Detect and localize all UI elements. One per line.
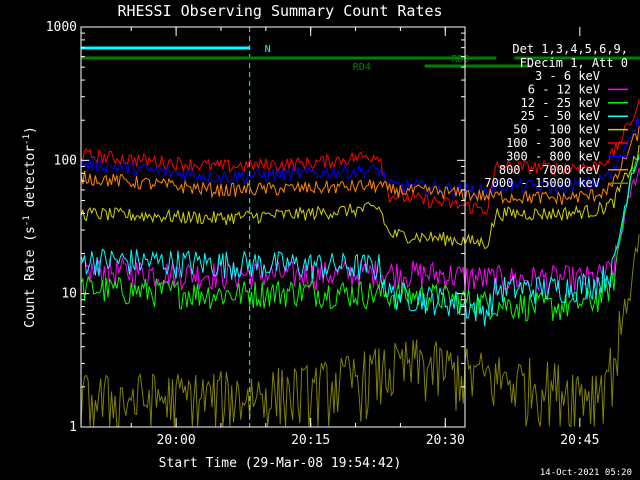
x-tick-label: 20:45 xyxy=(560,433,599,448)
y-tick-label: 10 xyxy=(61,287,77,302)
axis-layer: 110100100020:0020:1520:3020:4521:0021:15… xyxy=(46,20,600,448)
legend-entry-label: 100 - 300 keV xyxy=(506,136,600,150)
legend: Det 1,3,4,5,6,9, FDecim 1, Att 0 3 - 6 k… xyxy=(484,42,628,190)
series-line-0 xyxy=(80,198,640,416)
y-tick-label: 1000 xyxy=(46,20,77,35)
legend-entry-label: 7000 - 15000 keV xyxy=(484,176,600,190)
legend-entry-label: 25 - 50 keV xyxy=(521,109,600,123)
legend-header-line-2: FDecim 1, Att 0 xyxy=(520,56,628,70)
series-line-7 xyxy=(80,125,640,206)
x-tick-label: 20:15 xyxy=(291,433,330,448)
series-line-3 xyxy=(80,156,640,327)
x-tick-label: 20:30 xyxy=(426,433,465,448)
flag-layer: NSRD0RD4 xyxy=(81,27,640,427)
plot-frame xyxy=(80,26,466,428)
legend-entry-label: 800 - 7000 keV xyxy=(499,163,600,177)
data-layer xyxy=(80,98,640,428)
legend-entry-label: 50 - 100 keV xyxy=(513,123,600,137)
series-line-4 xyxy=(80,144,640,250)
legend-header-line-1: Det 1,3,4,5,6,9, xyxy=(512,42,628,56)
legend-entry-label: 3 - 6 keV xyxy=(535,69,600,83)
legend-entry-label: 300 - 800 keV xyxy=(506,149,600,163)
flag-label-2: RD0 xyxy=(451,54,469,65)
legend-entry-label: 6 - 12 keV xyxy=(528,82,600,96)
series-line-2 xyxy=(80,154,640,322)
series-line-5 xyxy=(80,98,640,216)
x-tick-label: 20:00 xyxy=(157,433,196,448)
flag-label-0: N xyxy=(265,44,271,55)
flag-label-3: RD4 xyxy=(353,62,371,73)
y-tick-label: 1 xyxy=(69,420,77,435)
chart-title: RHESSI Observing Summary Count Rates xyxy=(117,2,442,20)
x-axis-label: Start Time (29-Mar-08 19:54:42) xyxy=(159,456,402,471)
y-tick-label: 100 xyxy=(54,153,77,168)
legend-entry-label: 12 - 25 keV xyxy=(521,96,600,110)
series-line-8 xyxy=(80,234,640,428)
y-axis-label: Count Rate (s-1 detector-1) xyxy=(22,126,38,328)
series-line-6 xyxy=(80,116,640,199)
footer-timestamp: 14-Oct-2021 05:20 xyxy=(540,468,632,478)
